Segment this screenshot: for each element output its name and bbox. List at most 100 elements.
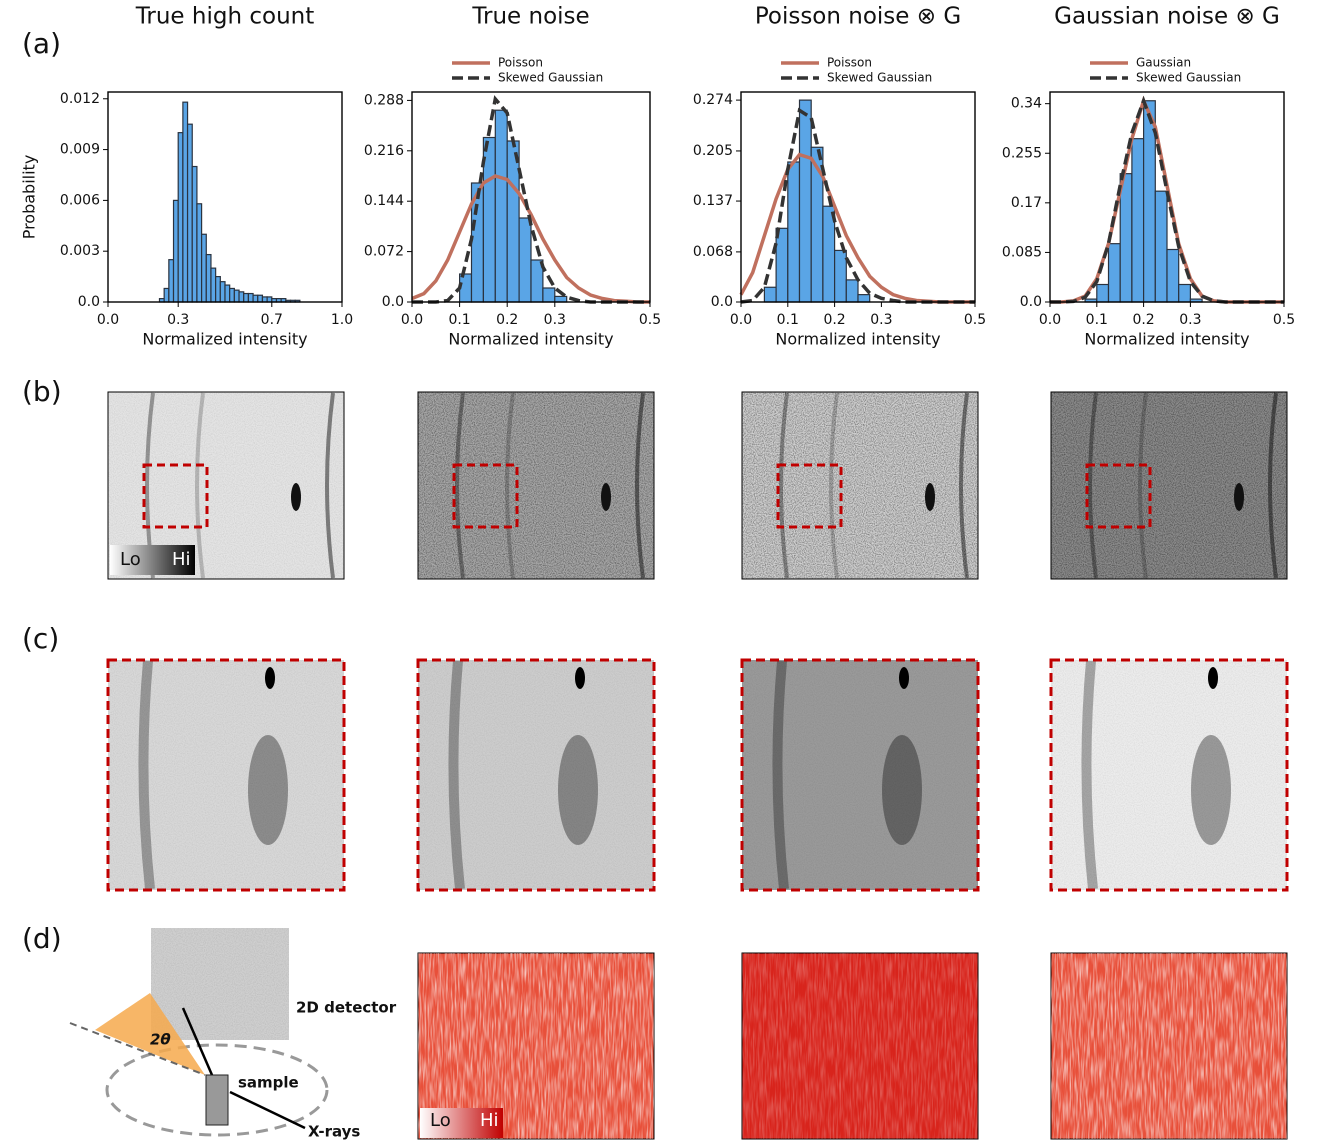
x-axis-label: Normalized intensity	[775, 330, 940, 349]
series-line	[411, 174, 650, 304]
histogram-bar	[1166, 248, 1180, 303]
sample-block	[205, 1074, 229, 1126]
histogram-bar	[857, 294, 871, 303]
histogram-bar	[177, 132, 184, 303]
histogram-bar	[763, 286, 777, 303]
diffraction-ring	[455, 392, 465, 579]
histogram-bar	[201, 233, 207, 303]
histogram-bar	[1154, 190, 1168, 303]
histogram-bar	[191, 165, 198, 303]
histogram-bar	[163, 287, 170, 303]
x-tick-label: 0.3	[1179, 312, 1201, 328]
histogram-bar	[219, 281, 226, 303]
angle-label: 2θ	[150, 1031, 171, 1049]
diffraction-ring	[635, 392, 645, 579]
x-tick-label: 0.1	[448, 312, 470, 328]
zoom-ring	[1081, 660, 1098, 890]
histogram-bar	[787, 161, 801, 303]
histogram-bar	[229, 287, 235, 303]
x-tick-label: 0.2	[496, 312, 518, 328]
y-tick-label: 0.072	[364, 244, 404, 260]
diffracted-beam	[181, 1007, 214, 1076]
diffraction-spot	[925, 483, 935, 511]
chart-title: Poisson noise ⊗ G	[755, 4, 961, 30]
zoom-ring	[772, 660, 789, 890]
diffraction-spot	[291, 483, 301, 511]
plot-frame	[740, 91, 976, 303]
zoom-frame	[106, 658, 346, 892]
zoom-spot	[882, 735, 922, 845]
zoom-peak	[575, 667, 585, 689]
y-tick-label: 0.17	[1011, 195, 1042, 211]
histogram-bar	[518, 217, 532, 303]
y-tick-label: 0.085	[1002, 244, 1042, 260]
x-tick-label: 0.0	[730, 312, 752, 328]
zoom-spot	[248, 735, 288, 845]
histogram-bar	[542, 287, 556, 303]
histogram-bar	[554, 295, 568, 303]
y-tick-label: 0.006	[60, 192, 100, 208]
panel-label: (c)	[22, 622, 59, 655]
y-tick-label: 0.34	[1011, 96, 1042, 112]
detector-noise	[151, 928, 289, 1040]
zoom-noise	[742, 660, 978, 890]
histogram-bar	[266, 296, 273, 303]
angle-wedge	[95, 993, 205, 1075]
x-tick-label: 0.2	[1132, 312, 1154, 328]
panel-label: (d)	[22, 922, 62, 955]
chart-title: True noise	[471, 4, 589, 30]
y-tick-label: 0.274	[693, 92, 733, 108]
detector-label: 2D detector	[296, 999, 397, 1017]
x-tick-label: 0.3	[544, 312, 566, 328]
histogram-bar	[233, 289, 240, 303]
error-noise	[1051, 953, 1287, 1139]
xray-beam	[229, 1090, 306, 1130]
x-tick-label: 0.5	[1273, 312, 1295, 328]
histogram-bar	[833, 249, 847, 303]
zoom-peak	[899, 667, 909, 689]
histogram-bar	[1178, 283, 1191, 303]
histogram-bar	[798, 99, 812, 303]
zoom-spot	[1191, 735, 1231, 845]
zoom-noise	[108, 660, 344, 890]
x-tick-label: 0.7	[261, 312, 283, 328]
y-tick-label: 0.068	[693, 244, 733, 260]
histogram-bar	[168, 259, 175, 303]
histogram-bar	[224, 284, 231, 303]
beam-label: X-rays	[308, 1123, 360, 1141]
y-tick-label: 0.0	[78, 294, 100, 310]
plot-frame	[411, 91, 651, 303]
zoom-box	[776, 463, 843, 529]
zoom-box	[452, 463, 519, 529]
histogram-bar	[494, 109, 508, 303]
x-tick-label: 0.5	[639, 312, 661, 328]
histogram-bar	[845, 279, 859, 303]
zoom-frame	[416, 658, 656, 892]
histogram-bar	[215, 275, 221, 303]
diffraction-ring	[195, 392, 205, 579]
legend-label: Skewed Gaussian	[498, 71, 603, 85]
x-tick-label: 0.1	[777, 312, 799, 328]
colorbar-high: Hi	[480, 1110, 499, 1131]
colorbar-gray	[110, 545, 195, 575]
histogram-bar	[1131, 138, 1145, 303]
zoom-spot	[558, 735, 598, 845]
zoom-ring	[138, 660, 155, 890]
plot-frame	[107, 91, 343, 303]
histogram-bar	[775, 227, 789, 303]
histogram-bar	[196, 203, 203, 303]
y-tick-label: 0.288	[364, 92, 404, 108]
x-tick-label: 0.0	[1039, 312, 1061, 328]
image-noise	[742, 392, 978, 579]
error-noise	[742, 953, 978, 1139]
histogram-bar	[247, 292, 254, 303]
y-tick-label: 0.0	[711, 294, 733, 310]
diffraction-ring	[829, 392, 839, 579]
x-axis-label: Normalized intensity	[142, 330, 307, 349]
x-tick-label: 0.3	[167, 312, 189, 328]
y-tick-label: 0.009	[60, 142, 100, 158]
legend-label: Skewed Gaussian	[1136, 71, 1241, 85]
chart-title: Gaussian noise ⊗ G	[1054, 4, 1280, 30]
diffraction-ring	[1268, 392, 1278, 579]
sample-label: sample	[238, 1074, 299, 1092]
